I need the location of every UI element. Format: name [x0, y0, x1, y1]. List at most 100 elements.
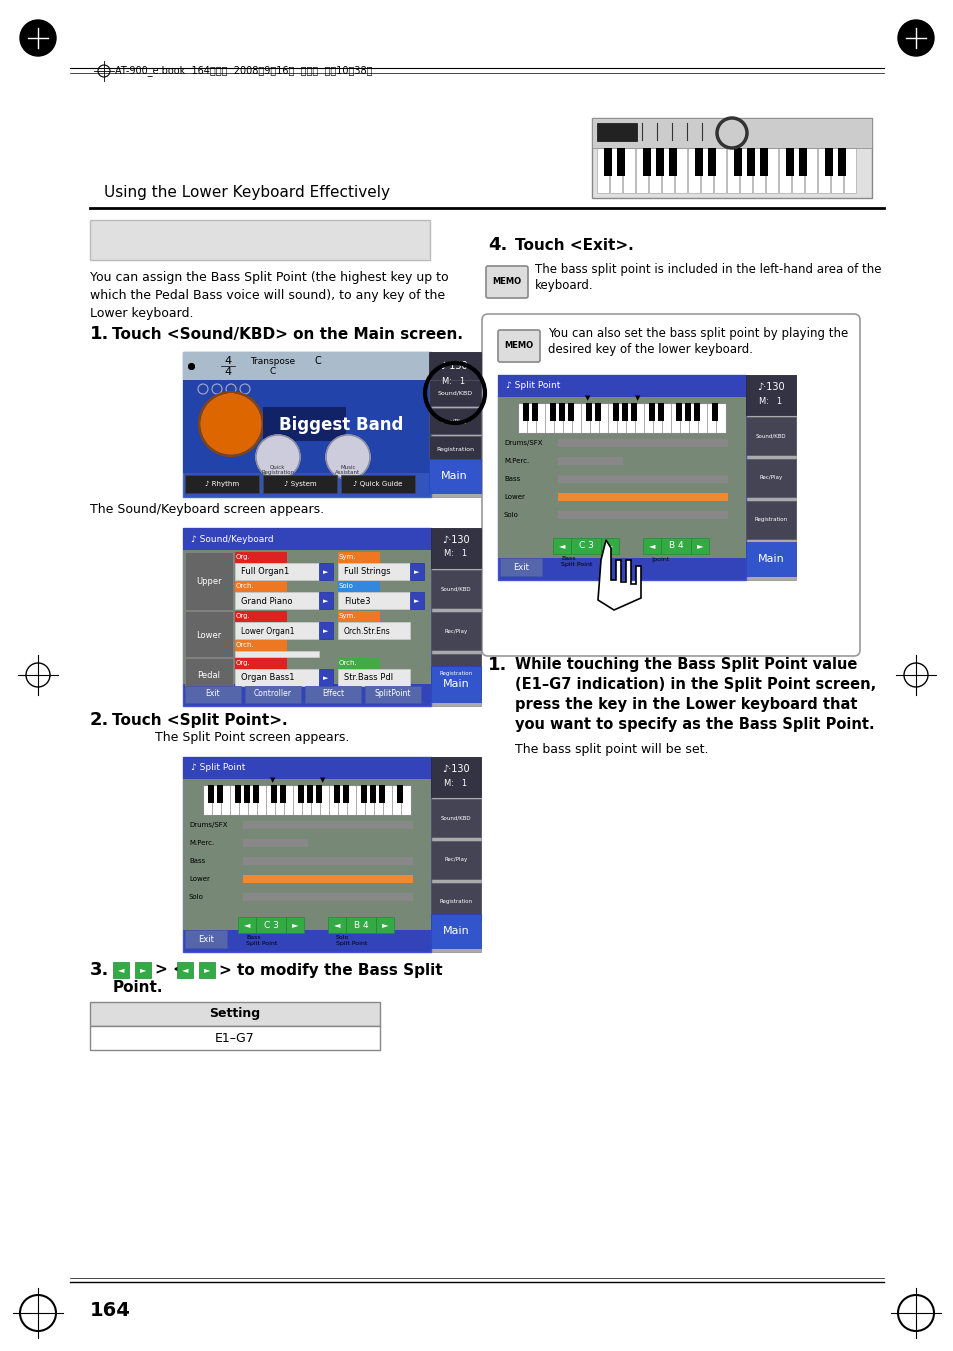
- Text: Org.: Org.: [235, 613, 251, 619]
- Text: The bass split point will be set.: The bass split point will be set.: [515, 743, 708, 757]
- Text: You can assign the Bass Split Point (the highest key up to: You can assign the Bass Split Point (the…: [90, 272, 448, 285]
- Text: Full Organ1: Full Organ1: [241, 567, 289, 577]
- Text: ▼: ▼: [635, 394, 640, 401]
- Text: ►: ►: [204, 966, 210, 974]
- Bar: [234, 640, 287, 651]
- Text: AT-900_e.book  164ページ  2008年9月16日  火曜日  午前10時38分: AT-900_e.book 164ページ 2008年9月16日 火曜日 午前10…: [115, 66, 372, 77]
- Bar: [837, 149, 845, 176]
- Bar: [765, 149, 778, 193]
- Text: Drums/SFX: Drums/SFX: [189, 821, 227, 828]
- Text: B 4: B 4: [668, 542, 682, 550]
- Bar: [318, 592, 333, 609]
- Text: Rec/Play: Rec/Play: [444, 858, 467, 862]
- Circle shape: [897, 20, 933, 55]
- Text: Orch.Str.Ens: Orch.Str.Ens: [344, 627, 391, 635]
- Text: 4.: 4.: [488, 236, 507, 254]
- Text: 164: 164: [90, 1301, 131, 1320]
- Text: Sound/KBD: Sound/KBD: [440, 816, 471, 820]
- Bar: [843, 149, 855, 193]
- Bar: [183, 528, 431, 550]
- Bar: [429, 380, 480, 407]
- Text: you want to specify as the Bass Split Point.: you want to specify as the Bass Split Po…: [515, 717, 874, 732]
- Bar: [746, 149, 754, 176]
- Text: Main: Main: [440, 471, 467, 481]
- Bar: [695, 149, 702, 176]
- Text: Pedal: Pedal: [197, 671, 220, 681]
- Text: |point: |point: [650, 557, 669, 562]
- Bar: [745, 459, 795, 497]
- Text: Upper: Upper: [196, 577, 222, 586]
- Text: Orch.: Orch.: [338, 661, 357, 666]
- Bar: [183, 528, 431, 707]
- Text: ►: ►: [292, 920, 298, 929]
- Bar: [337, 581, 379, 592]
- Bar: [244, 785, 250, 802]
- Text: Effect: Effect: [321, 689, 344, 698]
- Bar: [648, 149, 660, 193]
- Bar: [532, 403, 537, 422]
- Text: B 4: B 4: [354, 920, 368, 929]
- Bar: [307, 785, 313, 802]
- Text: ▼: ▼: [270, 777, 275, 784]
- Bar: [824, 149, 832, 176]
- Bar: [318, 669, 333, 686]
- Text: which the Pedal Bass voice will sound), to any key of the: which the Pedal Bass voice will sound), …: [90, 289, 445, 303]
- Bar: [711, 403, 718, 422]
- Bar: [234, 651, 318, 657]
- Bar: [707, 149, 716, 176]
- Bar: [243, 875, 413, 884]
- Bar: [693, 403, 700, 422]
- Bar: [431, 884, 480, 921]
- Text: ♪ Rhythm: ♪ Rhythm: [205, 481, 239, 488]
- Bar: [185, 553, 233, 611]
- Text: Flute3: Flute3: [344, 597, 370, 605]
- Text: ◄: ◄: [117, 966, 124, 974]
- Text: Organ Bass1: Organ Bass1: [241, 674, 294, 682]
- Bar: [396, 785, 402, 802]
- Text: ♪ Split Point: ♪ Split Point: [191, 763, 245, 773]
- Bar: [660, 538, 690, 554]
- Text: Using the Lower Keyboard Effectively: Using the Lower Keyboard Effectively: [104, 185, 390, 200]
- Bar: [203, 785, 411, 815]
- Bar: [497, 397, 745, 558]
- Bar: [297, 785, 304, 802]
- Circle shape: [255, 435, 299, 480]
- Bar: [745, 417, 795, 455]
- Bar: [431, 757, 480, 797]
- Bar: [648, 403, 655, 422]
- Text: Lower Organ1: Lower Organ1: [241, 627, 294, 635]
- Text: 2.: 2.: [90, 711, 110, 730]
- Bar: [340, 476, 415, 493]
- Bar: [337, 621, 410, 639]
- Bar: [183, 757, 431, 780]
- Text: > <: > <: [154, 962, 186, 978]
- Text: Controller: Controller: [253, 689, 292, 698]
- Text: M:   1: M: 1: [444, 778, 467, 788]
- Text: Bass: Bass: [503, 476, 519, 482]
- Text: 1.: 1.: [488, 657, 507, 674]
- Bar: [315, 785, 322, 802]
- Text: Touch <Exit>.: Touch <Exit>.: [515, 238, 633, 253]
- Bar: [431, 612, 480, 650]
- Bar: [199, 962, 214, 978]
- Text: > to modify the Bass Split: > to modify the Bass Split: [219, 962, 442, 978]
- Bar: [183, 780, 431, 929]
- Bar: [431, 842, 480, 880]
- Bar: [585, 403, 592, 422]
- Bar: [668, 149, 677, 176]
- Text: C 3: C 3: [263, 920, 278, 929]
- Text: C: C: [270, 367, 275, 377]
- Bar: [642, 149, 650, 176]
- Bar: [243, 893, 413, 901]
- Text: ♪ Sound/Keyboard: ♪ Sound/Keyboard: [191, 535, 274, 543]
- Text: M.Perc.: M.Perc.: [189, 840, 214, 846]
- Text: Sym.: Sym.: [338, 613, 356, 619]
- Text: Touch <Split Point>.: Touch <Split Point>.: [112, 712, 287, 727]
- Bar: [558, 439, 727, 447]
- Bar: [558, 403, 564, 422]
- Text: C 3: C 3: [578, 542, 593, 550]
- Bar: [234, 581, 287, 592]
- Bar: [779, 149, 790, 193]
- Bar: [410, 563, 423, 580]
- Bar: [745, 376, 795, 580]
